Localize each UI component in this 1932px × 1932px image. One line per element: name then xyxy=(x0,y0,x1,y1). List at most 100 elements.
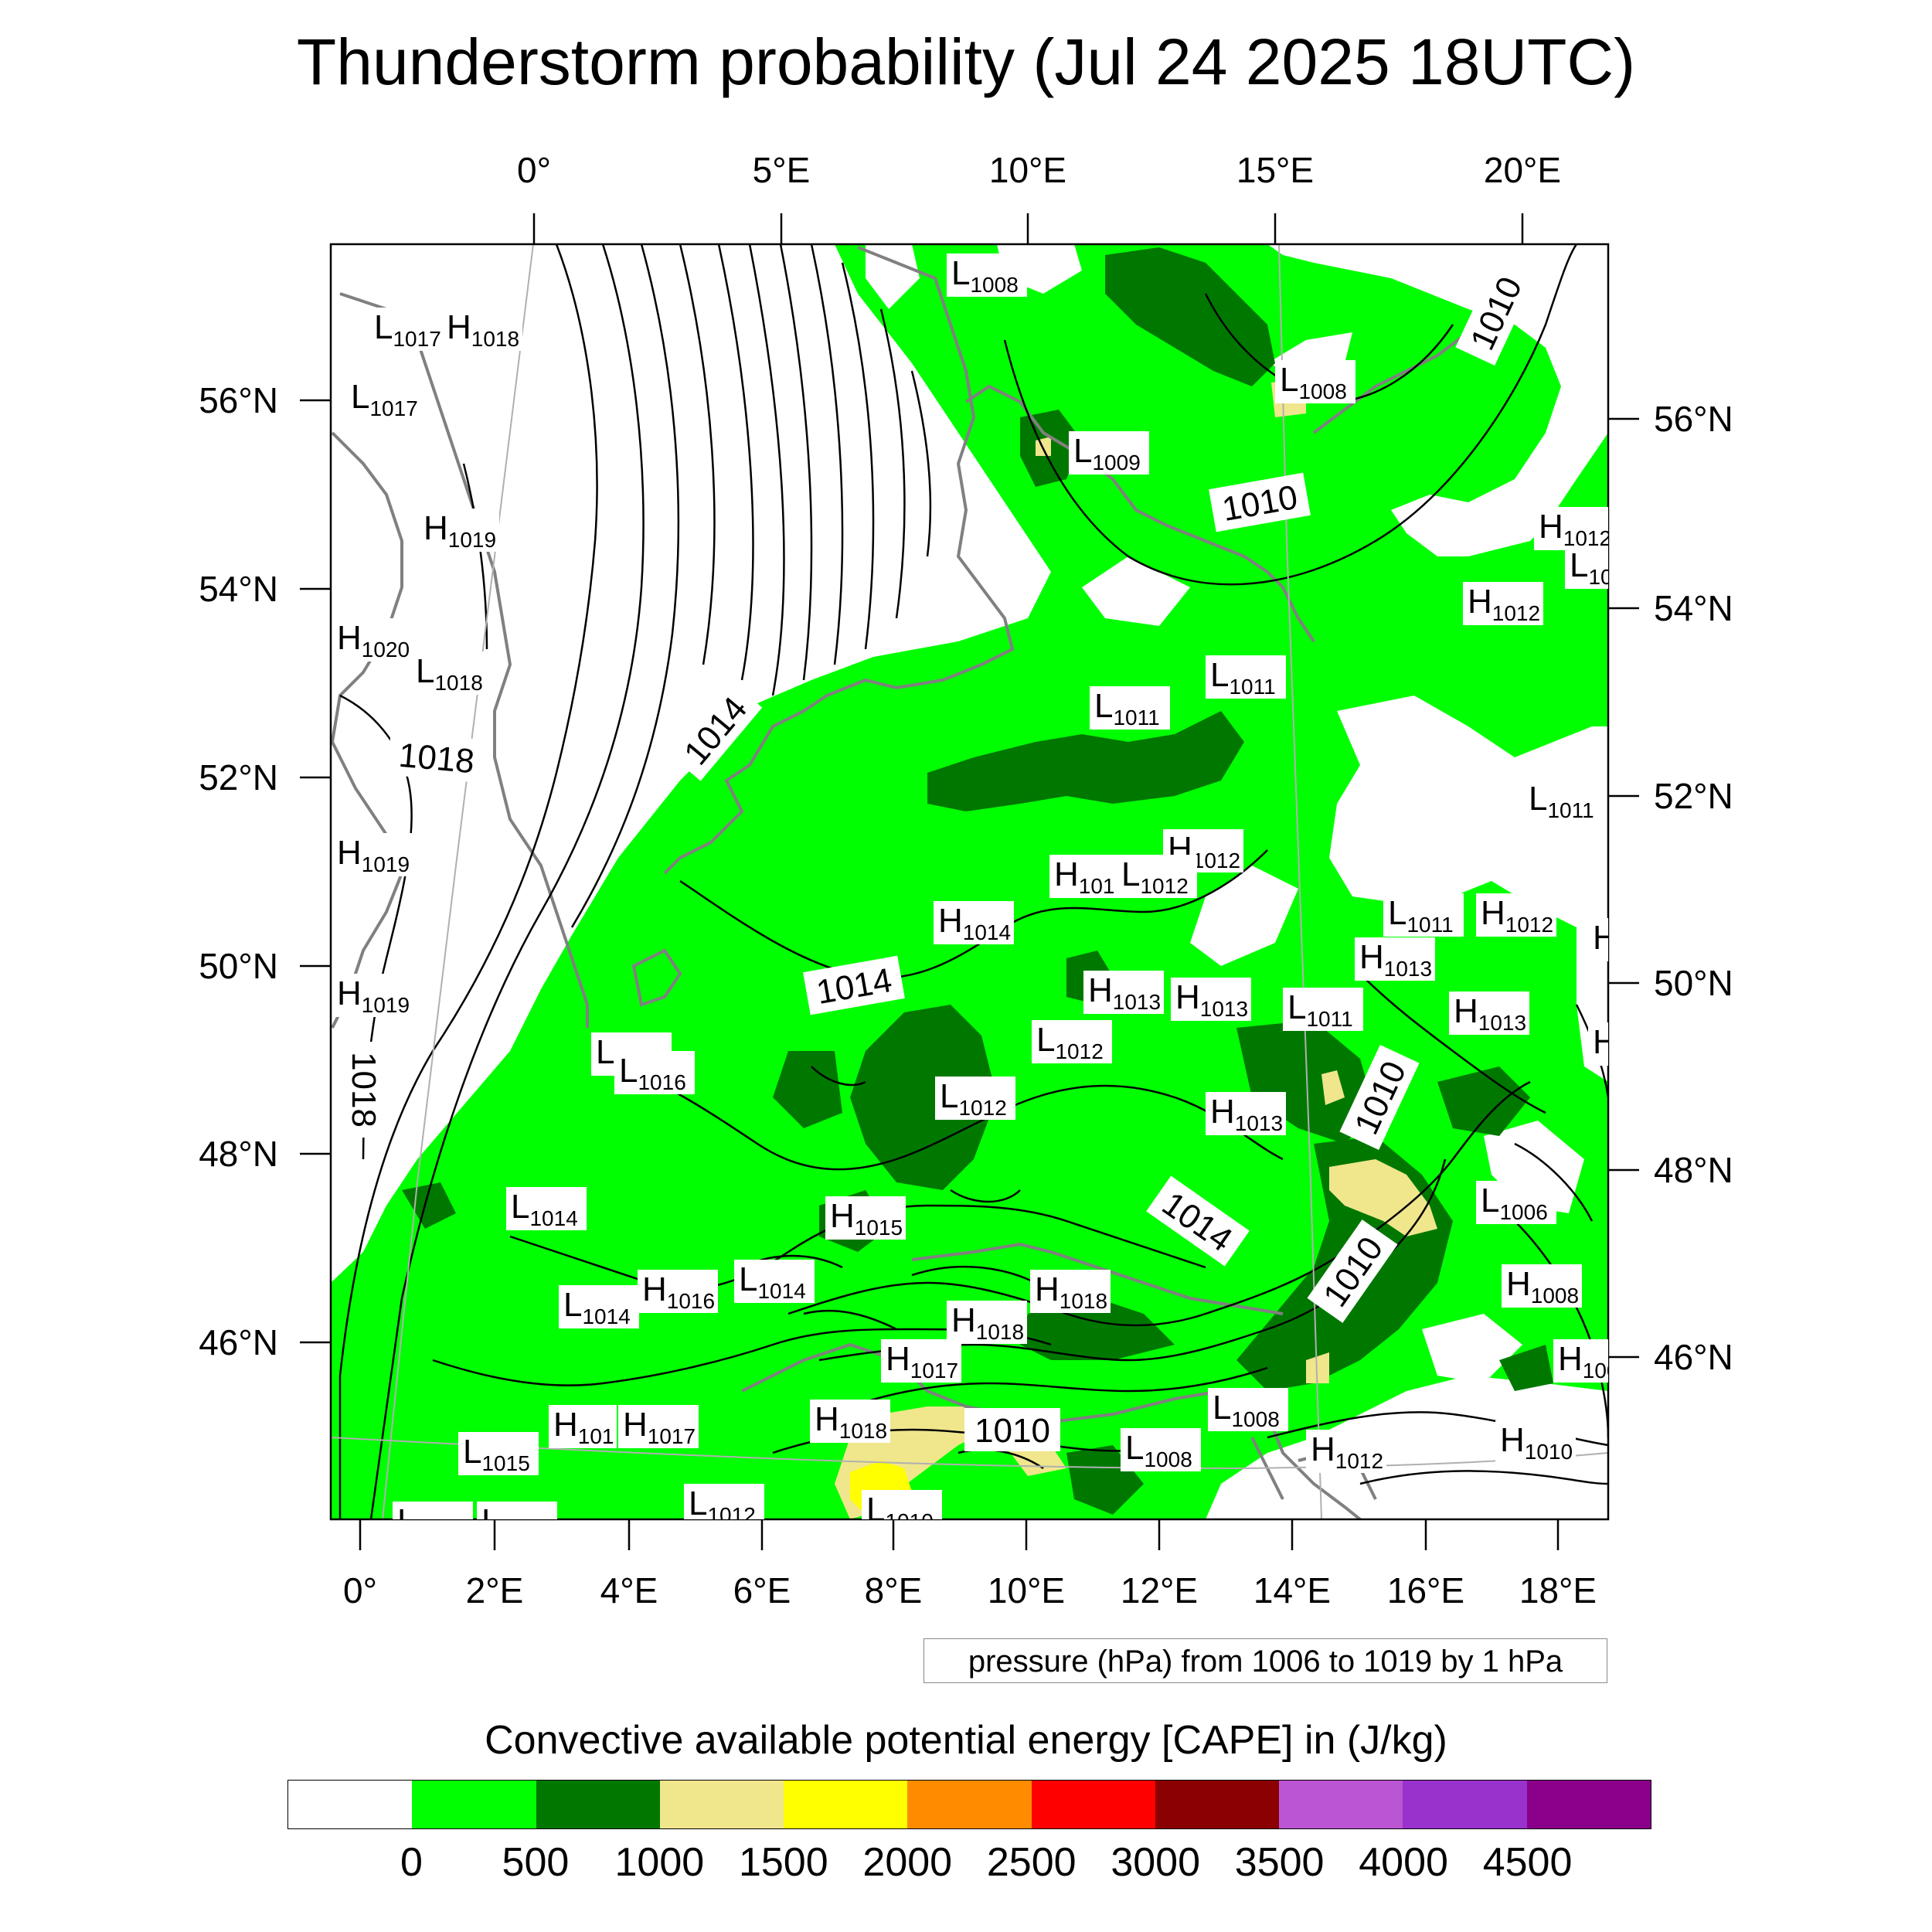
pressure-center-high: H1019 xyxy=(332,833,413,876)
pressure-center-type: H xyxy=(337,975,362,1012)
colorbar-swatch xyxy=(907,1781,1032,1828)
pressure-center-type: L xyxy=(1125,1429,1144,1467)
pressure-center-high: H1017 xyxy=(881,1339,961,1383)
pressure-center-type: H xyxy=(553,1406,578,1444)
pressure-center-box xyxy=(1171,978,1251,1021)
colorbar-title: Convective available potential energy [C… xyxy=(485,1718,1447,1763)
bottom-lon-label: 2°E xyxy=(466,1570,524,1611)
pressure-center-type: H xyxy=(815,1400,839,1438)
right-lat-label: 54°N xyxy=(1654,588,1733,628)
pressure-center-type: L xyxy=(689,1485,707,1522)
pressure-center-box xyxy=(1588,1022,1608,1066)
svg-text:L1008: L1008 xyxy=(951,254,1019,297)
pressure-center-low: L1011 xyxy=(1524,779,1604,822)
pressure-center-low: L1012 xyxy=(684,1484,764,1522)
pressure-center-type: L xyxy=(951,254,970,292)
svg-text:H1013: H1013 xyxy=(1359,938,1432,981)
bottom-lon-label: 6°E xyxy=(733,1570,791,1611)
pressure-center-value: 1008 xyxy=(1231,1407,1279,1431)
pressure-center-type: H xyxy=(1593,1023,1617,1061)
pressure-center-type: H xyxy=(938,902,963,940)
pressure-center-value: 1012 xyxy=(1192,849,1240,872)
left-lat-label: 50°N xyxy=(199,946,278,986)
colorbar-swatch xyxy=(659,1781,784,1828)
svg-text:H100: H100 xyxy=(1558,1340,1619,1383)
pressure-center-type: H xyxy=(1593,919,1617,957)
pressure-center-type: L xyxy=(1280,361,1298,399)
pressure-center-value: 1014 xyxy=(529,1206,577,1230)
pressure-center-value: 1014 xyxy=(582,1304,630,1328)
pressure-center-low: L1010 xyxy=(862,1490,942,1533)
svg-text:L1008: L1008 xyxy=(1213,1389,1280,1431)
pressure-center-low: L1006 xyxy=(1476,1181,1556,1224)
pressure-center-box xyxy=(684,1484,764,1519)
svg-text:H1019: H1019 xyxy=(337,975,410,1017)
pressure-center-type: H xyxy=(886,1340,910,1378)
pressure-center-type: H xyxy=(642,1270,667,1308)
pressure-center-value: 1015 xyxy=(481,1451,529,1475)
pressure-center-high: H1008 xyxy=(1502,1264,1582,1308)
pressure-center-high: H1013 xyxy=(1206,1092,1286,1135)
svg-text:H1017: H1017 xyxy=(886,1340,958,1383)
pressure-center-box xyxy=(332,833,413,876)
colorbar-swatch xyxy=(536,1781,660,1828)
pressure-center-type: H xyxy=(1035,1270,1060,1308)
svg-text:H1018: H1018 xyxy=(951,1301,1024,1344)
svg-text:L10: L10 xyxy=(1570,546,1613,589)
pressure-center-type: L xyxy=(463,1433,481,1471)
pressure-center-value: 1010 xyxy=(885,1509,933,1533)
svg-text:L1018: L1018 xyxy=(416,652,483,695)
top-lon-axis: 0° 5°E 10°E 15°E 20°E xyxy=(517,150,1561,190)
pressure-center-box xyxy=(1206,1092,1286,1135)
right-lat-label: 56°N xyxy=(1654,399,1733,439)
pressure-center-box xyxy=(393,1502,473,1519)
svg-text:H1019: H1019 xyxy=(337,834,410,876)
pressure-center-value: 1019 xyxy=(362,852,410,876)
pressure-center-box xyxy=(419,509,499,552)
pressure-center-high: H1015 xyxy=(825,1196,906,1240)
top-axis-ticks xyxy=(532,213,1524,244)
pressure-center-type: H xyxy=(1454,992,1478,1030)
colorbar-tick-label: 2500 xyxy=(986,1840,1077,1885)
pressure-center-high: H1012 xyxy=(1463,582,1543,625)
pressure-center-type: H xyxy=(1359,938,1384,976)
svg-text:H1012: H1012 xyxy=(1468,583,1540,625)
pressure-center-value: 1011 xyxy=(1547,798,1594,822)
pressure-center-value: 1011 xyxy=(1306,1007,1352,1031)
pressure-center-high: H1014 xyxy=(934,901,1014,944)
colorbar-tick-label: 500 xyxy=(502,1840,570,1885)
svg-text:L1012: L1012 xyxy=(1036,1021,1104,1063)
pressure-center-type: L xyxy=(1210,656,1229,694)
pressure-center-value: 1012 xyxy=(1335,1449,1383,1473)
pressure-center-value: 1013 xyxy=(1113,990,1161,1014)
pressure-center-box xyxy=(618,1405,699,1448)
svg-text:L1015: L1015 xyxy=(463,1433,530,1475)
pressure-center-value: 101 xyxy=(1079,874,1115,898)
colorbar-swatch xyxy=(1526,1781,1651,1828)
pressure-center-low: L1014 xyxy=(734,1260,815,1303)
pressure-center-type: L xyxy=(1287,988,1306,1026)
pressure-center-high: H1018 xyxy=(810,1400,890,1443)
pressure-center-type: L xyxy=(397,1502,416,1540)
cape-colorbar xyxy=(287,1780,1651,1829)
svg-text:H1018: H1018 xyxy=(815,1400,887,1443)
pressure-center-type: L xyxy=(1213,1389,1231,1427)
pressure-center-box xyxy=(1275,360,1355,403)
pressure-center-box xyxy=(1476,1181,1556,1224)
pressure-center-low: L1018 xyxy=(411,651,492,695)
pressure-center-value: 1008 xyxy=(970,273,1018,297)
svg-text:L1011: L1011 xyxy=(1388,894,1454,937)
pressure-center-box xyxy=(1355,937,1435,981)
pressure-center-box xyxy=(947,1301,1027,1344)
pressure-center-value: 1015 xyxy=(500,1521,548,1545)
pressure-center-value: 1015 xyxy=(855,1216,903,1240)
pressure-center-value: 1013 xyxy=(1384,957,1432,981)
pressure-center-type: H xyxy=(1088,971,1113,1009)
bottom-lon-label: 0° xyxy=(343,1570,377,1611)
svg-text:L1011: L1011 xyxy=(1210,656,1276,699)
pressure-center-box xyxy=(506,1187,587,1230)
pressure-center-type: H xyxy=(337,834,362,872)
pressure-center-low: L1014 xyxy=(506,1187,587,1230)
pressure-center-box xyxy=(332,974,413,1017)
